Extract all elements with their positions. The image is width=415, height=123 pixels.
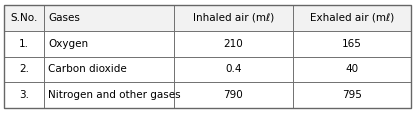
Bar xyxy=(4,57,44,82)
Text: 0.4: 0.4 xyxy=(225,64,242,75)
Bar xyxy=(293,5,411,31)
Bar xyxy=(44,5,174,31)
Bar xyxy=(174,31,293,57)
Text: Oxygen: Oxygen xyxy=(48,39,88,49)
Text: Carbon dioxide: Carbon dioxide xyxy=(48,64,127,75)
Bar xyxy=(174,82,293,108)
Text: 1.: 1. xyxy=(19,39,29,49)
Bar xyxy=(293,82,411,108)
Bar xyxy=(44,82,174,108)
Bar xyxy=(293,57,411,82)
Bar xyxy=(293,31,411,57)
Text: Nitrogen and other gases: Nitrogen and other gases xyxy=(48,90,181,100)
Bar xyxy=(174,5,293,31)
Text: S.No.: S.No. xyxy=(10,13,38,23)
Text: 165: 165 xyxy=(342,39,361,49)
Text: Inhaled air (mℓ): Inhaled air (mℓ) xyxy=(193,13,274,23)
Bar xyxy=(4,5,44,31)
Bar xyxy=(4,31,44,57)
Text: 795: 795 xyxy=(342,90,361,100)
Bar xyxy=(44,57,174,82)
Bar xyxy=(174,57,293,82)
Text: 2.: 2. xyxy=(19,64,29,75)
Text: 790: 790 xyxy=(223,90,243,100)
Text: 210: 210 xyxy=(223,39,243,49)
Bar xyxy=(4,5,411,108)
Bar xyxy=(44,31,174,57)
Text: 3.: 3. xyxy=(19,90,29,100)
Bar xyxy=(4,82,44,108)
Text: Gases: Gases xyxy=(48,13,80,23)
Text: Exhaled air (mℓ): Exhaled air (mℓ) xyxy=(310,13,394,23)
Text: 40: 40 xyxy=(345,64,358,75)
